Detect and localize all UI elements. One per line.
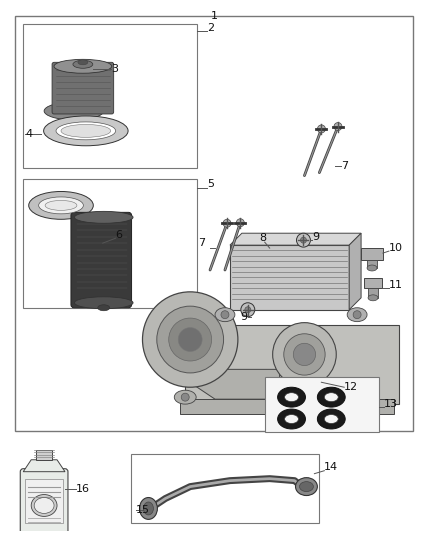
Ellipse shape: [215, 308, 235, 321]
Ellipse shape: [324, 415, 338, 424]
Bar: [364, 278, 382, 288]
Ellipse shape: [54, 59, 112, 73]
Ellipse shape: [39, 197, 83, 214]
Text: 4: 4: [25, 129, 32, 139]
Bar: [185, 325, 399, 404]
Text: 3: 3: [111, 64, 118, 74]
FancyBboxPatch shape: [20, 469, 68, 533]
Text: 8: 8: [260, 233, 267, 243]
Polygon shape: [160, 337, 279, 399]
Ellipse shape: [78, 60, 88, 65]
Ellipse shape: [29, 191, 93, 219]
Ellipse shape: [56, 122, 116, 140]
Text: 10: 10: [389, 243, 403, 253]
Ellipse shape: [368, 295, 378, 301]
Ellipse shape: [174, 390, 196, 404]
Circle shape: [181, 393, 189, 401]
Ellipse shape: [140, 497, 157, 519]
Ellipse shape: [367, 265, 377, 271]
Ellipse shape: [45, 200, 77, 211]
Text: 9: 9: [312, 232, 320, 242]
Bar: [230, 245, 349, 310]
Ellipse shape: [44, 116, 128, 146]
Circle shape: [169, 318, 212, 361]
Ellipse shape: [318, 409, 345, 429]
Text: 11: 11: [389, 280, 403, 290]
Text: 15: 15: [135, 505, 149, 515]
Ellipse shape: [347, 308, 367, 321]
Circle shape: [353, 311, 361, 319]
Polygon shape: [230, 233, 361, 245]
Ellipse shape: [34, 497, 54, 513]
Ellipse shape: [268, 390, 290, 404]
Text: 7: 7: [198, 238, 205, 248]
Circle shape: [293, 343, 316, 366]
Ellipse shape: [300, 482, 314, 491]
Ellipse shape: [74, 297, 133, 309]
Text: 13: 13: [384, 399, 398, 409]
Text: 16: 16: [76, 483, 90, 494]
Circle shape: [178, 328, 202, 351]
Ellipse shape: [144, 502, 153, 515]
Bar: [36, 450, 52, 460]
Bar: [23, 23, 197, 168]
Circle shape: [334, 123, 342, 131]
Bar: [361, 248, 383, 260]
Bar: [367, 260, 377, 268]
Bar: [180, 399, 394, 414]
Ellipse shape: [285, 415, 298, 424]
Ellipse shape: [74, 212, 133, 223]
Ellipse shape: [318, 387, 345, 407]
FancyBboxPatch shape: [52, 62, 114, 114]
Ellipse shape: [324, 393, 338, 402]
Circle shape: [273, 322, 336, 386]
Circle shape: [241, 303, 255, 317]
Bar: [265, 377, 379, 432]
Circle shape: [300, 237, 307, 243]
Polygon shape: [23, 460, 65, 472]
Circle shape: [318, 125, 325, 133]
Circle shape: [157, 306, 223, 373]
Bar: [25, 479, 63, 523]
Circle shape: [223, 219, 231, 227]
Circle shape: [276, 393, 283, 401]
FancyBboxPatch shape: [71, 212, 131, 308]
Ellipse shape: [61, 124, 111, 138]
Text: 12: 12: [344, 382, 358, 392]
Text: 9: 9: [240, 312, 247, 322]
Text: 14: 14: [324, 462, 339, 472]
Bar: [368, 288, 378, 298]
Ellipse shape: [98, 305, 110, 311]
Ellipse shape: [278, 387, 305, 407]
Polygon shape: [349, 233, 361, 310]
Text: 2: 2: [207, 22, 214, 33]
Text: 7: 7: [341, 160, 348, 171]
Circle shape: [245, 307, 251, 313]
Ellipse shape: [278, 409, 305, 429]
Ellipse shape: [44, 102, 104, 120]
Ellipse shape: [285, 393, 298, 402]
Bar: [15, 15, 413, 431]
Circle shape: [237, 219, 244, 227]
Bar: [23, 179, 197, 308]
Text: 6: 6: [116, 230, 123, 240]
Ellipse shape: [31, 495, 57, 516]
Ellipse shape: [296, 478, 318, 496]
Circle shape: [284, 334, 325, 375]
Circle shape: [221, 311, 229, 319]
Text: 1: 1: [211, 11, 218, 21]
Text: 5: 5: [207, 179, 214, 189]
Ellipse shape: [73, 60, 93, 68]
Circle shape: [142, 292, 238, 387]
Circle shape: [297, 233, 311, 247]
Bar: [131, 454, 319, 523]
